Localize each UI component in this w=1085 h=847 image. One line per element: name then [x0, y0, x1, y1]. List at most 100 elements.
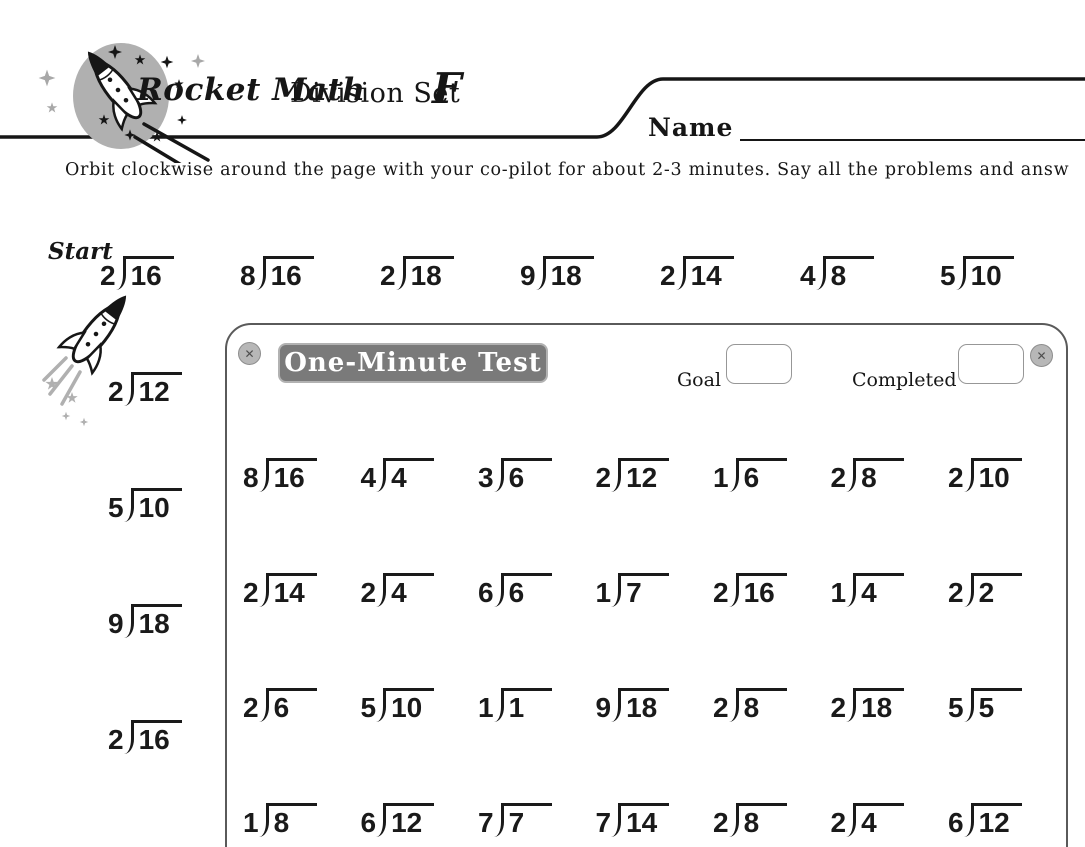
- division-bracket-icon: [376, 803, 387, 837]
- divisor-digit: 2: [830, 462, 847, 493]
- divisor-digit: 5: [360, 692, 377, 723]
- division-bracket-icon: [729, 688, 739, 722]
- divisor-digit: 2: [713, 577, 729, 608]
- close-button[interactable]: ✕: [1030, 344, 1053, 367]
- dividend-digit: 10: [386, 688, 435, 723]
- division-problem: 2 16: [100, 256, 174, 291]
- division-problem: 8 16: [240, 256, 314, 291]
- division-bracket-icon: [964, 458, 974, 492]
- division-bracket-icon: [494, 573, 504, 607]
- dividend-digit: 6: [738, 458, 787, 493]
- dividend-digit: 2: [973, 573, 1022, 608]
- division-problem: 5 10: [108, 488, 182, 523]
- sparkle-icon: [38, 69, 56, 87]
- dividend-digit: 6: [268, 688, 317, 723]
- divisor-digit: 9: [520, 260, 536, 291]
- divisor-digit: 8: [240, 260, 256, 291]
- division-bracket-icon: [494, 688, 504, 722]
- division-problem: 9 18: [108, 604, 182, 639]
- close-icon: ✕: [244, 346, 255, 361]
- start-label: Start: [48, 238, 113, 265]
- divisor-digit: 7: [595, 807, 612, 838]
- division-bracket-icon: [256, 256, 266, 290]
- dividend-digit: 18: [856, 688, 905, 723]
- rocket-exhaust-lines: [133, 122, 210, 163]
- division-bracket-icon: [259, 573, 269, 607]
- divisor-digit: 4: [800, 260, 816, 291]
- division-bracket-icon: [116, 256, 126, 290]
- test-problems-row: 2 6 5 10 1 1 9 18 2 8 2 18 5 5: [243, 688, 1066, 723]
- division-problem: 5 10: [940, 256, 1014, 291]
- one-minute-test-box: ✕ ✕ One-Minute Test Goal Completed 8 16 4 4…: [225, 323, 1068, 847]
- divisor-digit: 2: [948, 577, 964, 608]
- divisor-digit: 5: [948, 692, 964, 723]
- sparkle-icon: [79, 417, 89, 427]
- divisor-digit: 2: [108, 724, 124, 755]
- name-label: Name: [648, 113, 734, 142]
- rocket-icon: [57, 282, 144, 376]
- divisor-digit: 1: [595, 577, 612, 608]
- division-bracket-icon: [494, 803, 504, 837]
- division-bracket-icon: [536, 256, 546, 290]
- dividend-digit: 14: [685, 256, 734, 291]
- division-problem: 2 16: [713, 573, 787, 608]
- dividend-digit: 14: [621, 803, 670, 838]
- dividend-digit: 16: [268, 458, 317, 493]
- division-bracket-icon: [964, 573, 974, 607]
- dividend-digit: 10: [133, 488, 182, 523]
- divisor-digit: 3: [478, 462, 494, 493]
- divisor-digit: 2: [243, 692, 259, 723]
- division-bracket-icon: [124, 720, 134, 754]
- sparkle-icon: [61, 411, 71, 421]
- worksheet-title: Division Set: [290, 78, 461, 109]
- dividend-digit: 18: [621, 688, 670, 723]
- outer-problems-left-column: 2 12 5 10 9 18 2 16: [108, 372, 182, 755]
- dividend-digit: 1: [503, 688, 552, 723]
- star-icon: [46, 102, 58, 113]
- one-minute-test-badge: One-Minute Test: [278, 343, 548, 383]
- divisor-digit: 2: [830, 807, 847, 838]
- divisor-digit: 5: [940, 260, 956, 291]
- division-bracket-icon: [376, 458, 387, 492]
- division-bracket-icon: [494, 458, 504, 492]
- divisor-digit: 9: [595, 692, 612, 723]
- test-problems-row: 2 14 2 4 6 6 1 7 2 16 1 4 2 2: [243, 573, 1066, 608]
- dividend-digit: 8: [268, 803, 317, 838]
- divisor-digit: 2: [948, 462, 964, 493]
- close-button[interactable]: ✕: [238, 342, 261, 365]
- division-bracket-icon: [846, 803, 857, 837]
- division-bracket-icon: [611, 573, 622, 607]
- divisor-digit: 5: [108, 492, 124, 523]
- dividend-digit: 6: [503, 458, 552, 493]
- division-bracket-icon: [611, 458, 622, 492]
- divisor-digit: 2: [713, 692, 729, 723]
- divisor-digit: 1: [243, 807, 259, 838]
- divisor-digit: 4: [360, 462, 377, 493]
- division-bracket-icon: [124, 372, 134, 406]
- goal-input[interactable]: [726, 344, 792, 384]
- dividend-digit: 12: [621, 458, 670, 493]
- division-bracket-icon: [611, 688, 622, 722]
- division-bracket-icon: [124, 604, 134, 638]
- dividend-digit: 7: [503, 803, 552, 838]
- division-bracket-icon: [259, 803, 269, 837]
- division-problem: 2 18: [831, 688, 905, 723]
- division-bracket-icon: [964, 688, 974, 722]
- divisor-digit: 2: [660, 260, 676, 291]
- division-bracket-icon: [259, 458, 269, 492]
- divisor-digit: 6: [948, 807, 964, 838]
- sparkle-icon: [191, 54, 205, 68]
- division-bracket-icon: [376, 688, 387, 722]
- division-problem: 2 10: [948, 458, 1022, 493]
- name-input-line[interactable]: [740, 108, 1085, 141]
- completed-input[interactable]: [958, 344, 1024, 384]
- division-bracket-icon: [729, 803, 739, 837]
- division-problem: 2 12: [596, 458, 670, 493]
